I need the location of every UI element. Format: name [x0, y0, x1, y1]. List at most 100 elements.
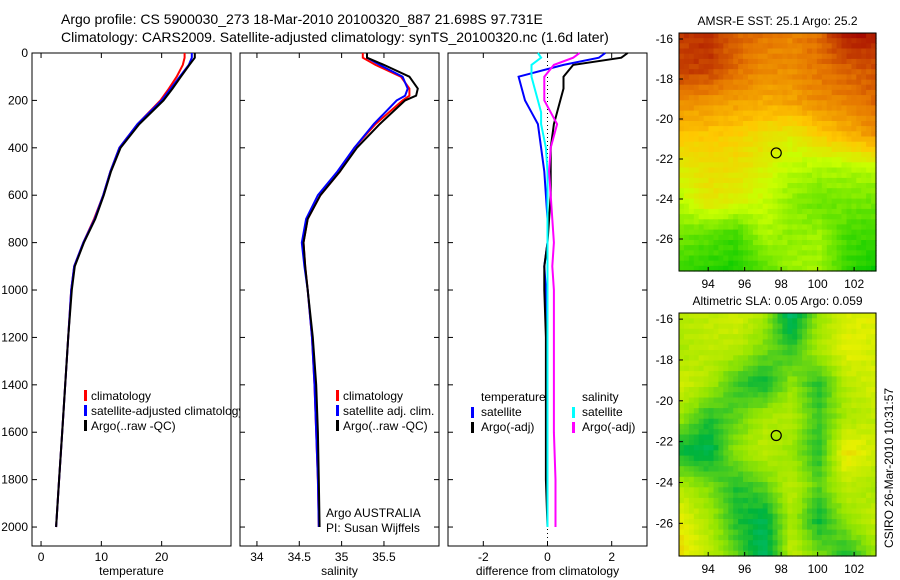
map-cell	[846, 392, 852, 399]
map-cell	[851, 339, 857, 346]
map-cell	[679, 234, 685, 241]
map-cell	[757, 397, 764, 404]
map-cell	[836, 219, 843, 226]
map-cell	[718, 203, 724, 210]
map-cell	[826, 534, 833, 541]
map-cell	[767, 418, 774, 425]
map-cell	[831, 84, 838, 91]
map-cell	[856, 53, 862, 60]
map-cell	[718, 188, 724, 194]
map-cell	[797, 524, 803, 531]
map-cell	[743, 545, 749, 552]
map-cell	[861, 152, 867, 158]
map-cell	[807, 53, 813, 60]
map-cell	[816, 219, 823, 226]
map-cell	[738, 245, 744, 251]
map-cell	[856, 482, 862, 488]
map-cell	[683, 524, 690, 531]
map-cell	[807, 513, 813, 520]
map-cell	[679, 339, 685, 346]
map-cell	[738, 455, 744, 462]
map-cell	[752, 172, 759, 179]
map-cell	[816, 115, 823, 122]
map-cell	[762, 360, 769, 367]
map-cell	[728, 534, 734, 541]
map-cell	[752, 167, 759, 174]
map-cell	[777, 381, 783, 388]
map-cell	[757, 313, 764, 319]
map-cell	[846, 219, 852, 226]
map-cell	[743, 513, 749, 520]
map-cell	[733, 229, 739, 236]
map-cell	[757, 402, 764, 409]
map-cell	[841, 524, 847, 531]
map-cell	[866, 376, 872, 383]
map-cell	[816, 328, 823, 335]
map-cell	[821, 100, 828, 107]
map-cell	[821, 408, 828, 414]
map-cell	[802, 100, 808, 107]
map-cell	[787, 529, 793, 536]
map-cell	[718, 344, 724, 351]
map-cell	[861, 471, 867, 478]
map-cell	[703, 339, 710, 346]
map-cell	[826, 423, 833, 430]
map-cell	[861, 245, 867, 251]
map-cell	[866, 64, 872, 70]
map-cell	[856, 350, 862, 356]
map-cell	[807, 162, 813, 169]
map-cell	[782, 245, 788, 251]
map-cell	[743, 260, 749, 267]
map-cell	[846, 177, 852, 184]
map-cell	[871, 43, 877, 50]
map-cell	[752, 519, 759, 525]
map-cell	[733, 224, 739, 231]
map-cell	[787, 193, 793, 200]
map-cell	[816, 250, 823, 257]
map-cell	[698, 503, 705, 510]
map-cell	[836, 84, 843, 91]
map-cell	[679, 146, 685, 153]
map-cell	[821, 508, 828, 515]
map-cell	[782, 450, 788, 457]
map-cell	[743, 115, 749, 122]
map-cell	[812, 503, 818, 510]
map-cell	[718, 313, 724, 319]
map-cell	[762, 203, 769, 210]
map-cell	[693, 423, 700, 430]
map-cell	[821, 450, 828, 457]
map-cell	[807, 121, 813, 127]
map-cell	[718, 513, 724, 520]
map-cell	[743, 418, 749, 425]
map-cell	[866, 260, 872, 267]
map-cell	[762, 260, 769, 267]
map-cell	[713, 115, 719, 122]
map-cell	[821, 162, 828, 169]
map-cell	[733, 208, 739, 215]
map-cell	[772, 392, 779, 399]
map-cell	[812, 466, 818, 473]
map-cell	[767, 260, 774, 267]
map-cell	[728, 167, 734, 174]
map-cell	[743, 79, 749, 86]
map-cell	[792, 471, 798, 478]
map-cell	[812, 387, 818, 393]
map-cell	[821, 214, 828, 220]
map-cell	[861, 240, 867, 246]
map-cell	[787, 89, 793, 96]
map-cell	[757, 413, 764, 420]
map-cell	[807, 250, 813, 257]
map-cell	[728, 323, 734, 330]
map-cell	[831, 471, 838, 478]
map-cell	[679, 255, 685, 262]
map-cell	[698, 434, 705, 441]
map-cell	[831, 487, 838, 494]
map-cell	[693, 439, 700, 446]
map-cell	[748, 172, 754, 179]
map-cell	[851, 318, 857, 325]
map-cell	[807, 33, 813, 39]
map-cell	[757, 136, 764, 143]
map-cell	[826, 162, 833, 169]
map-cell	[846, 381, 852, 388]
map-cell	[821, 513, 828, 520]
